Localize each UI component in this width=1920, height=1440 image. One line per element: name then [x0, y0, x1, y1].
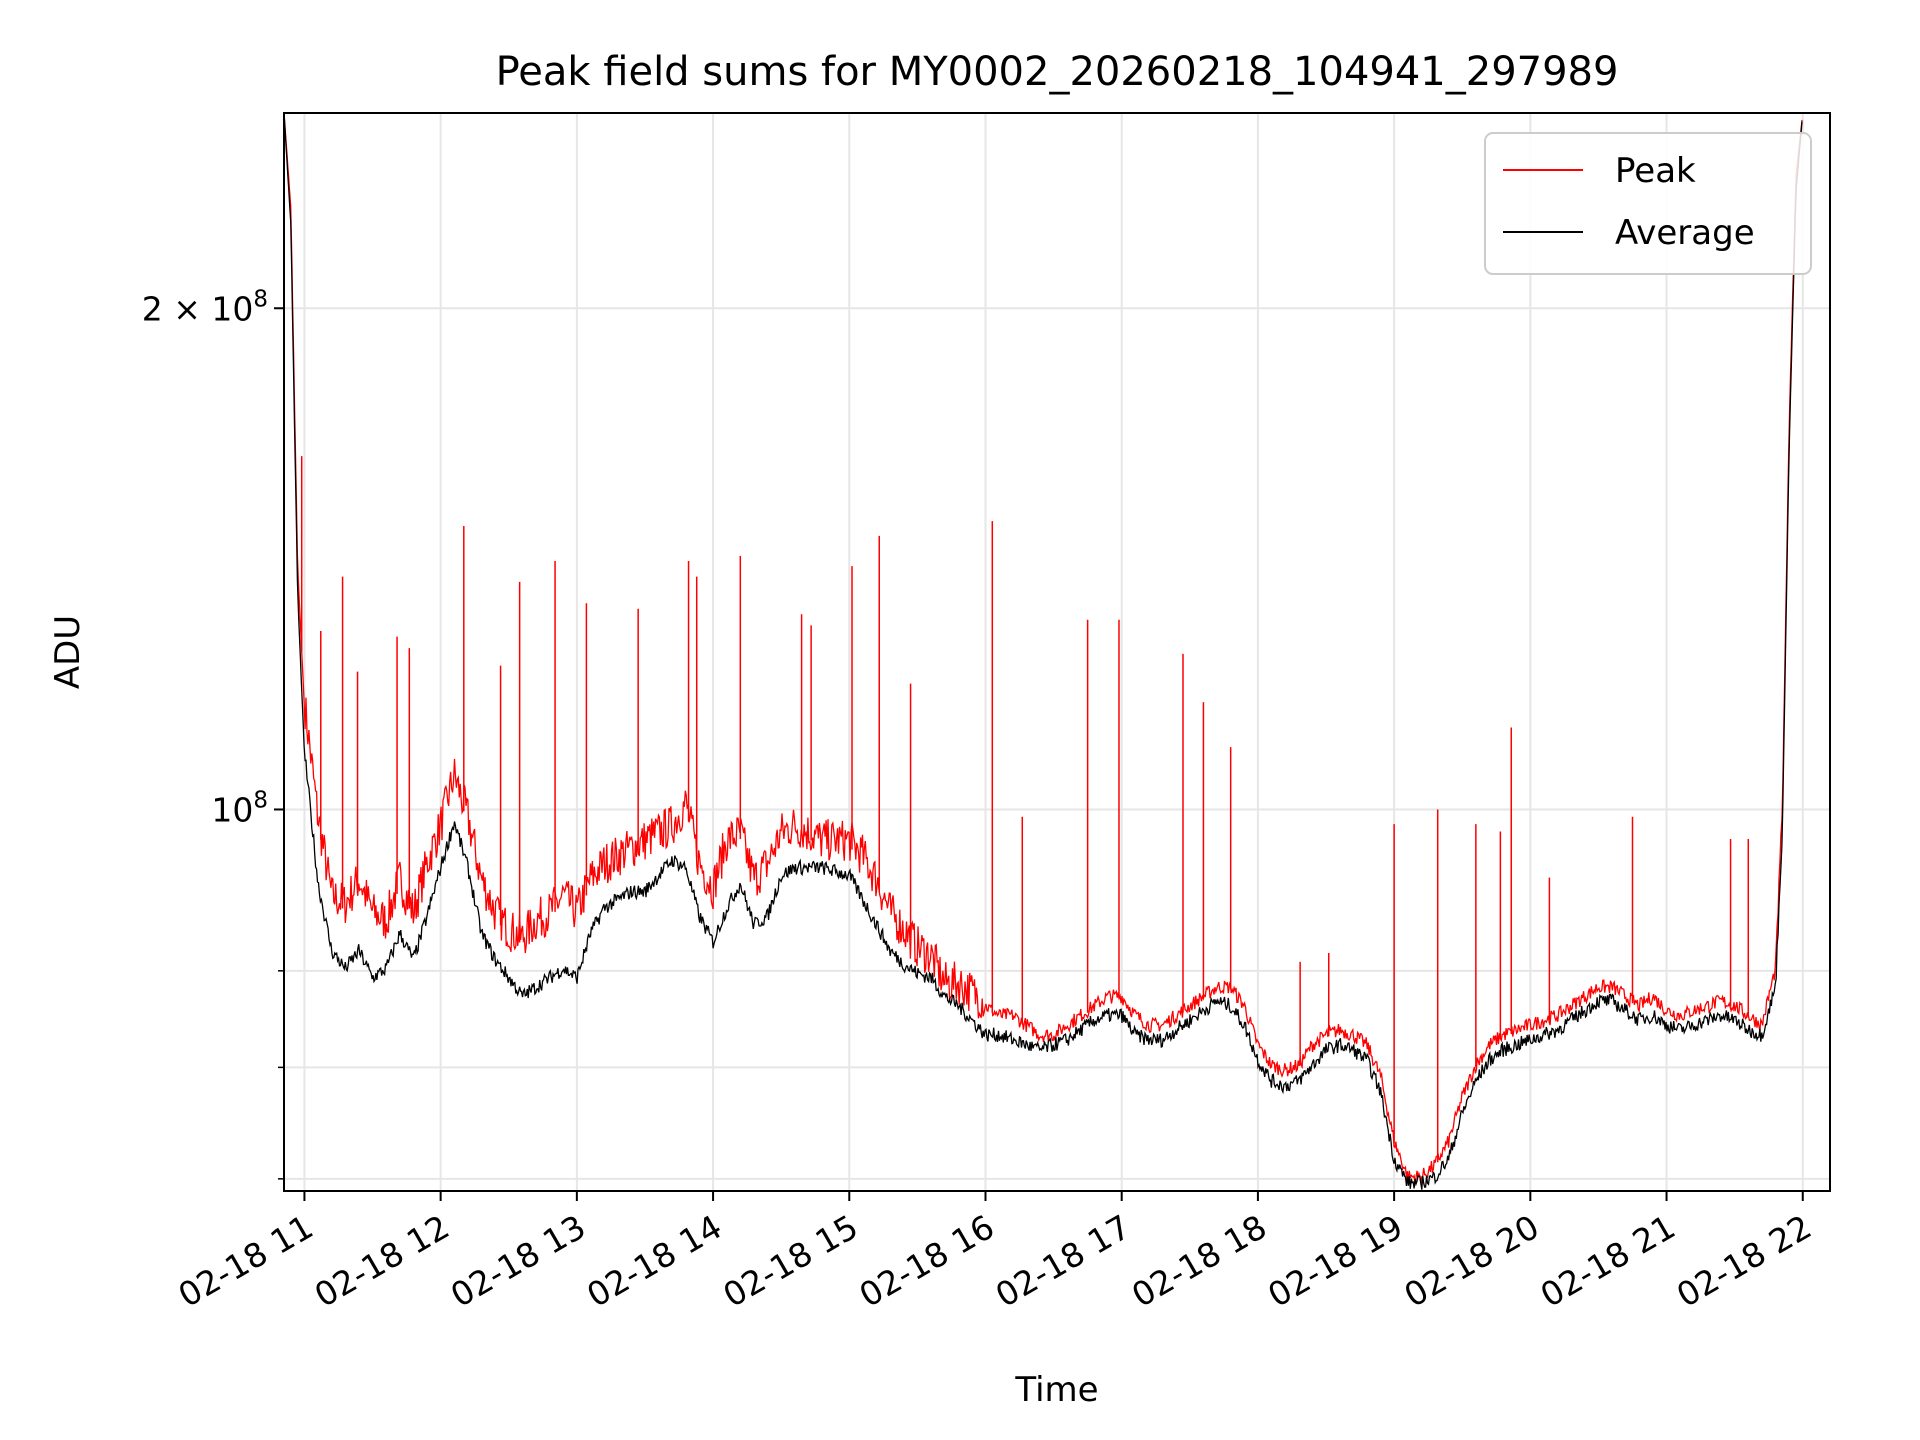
- legend-average-label: Average: [1615, 213, 1755, 253]
- chart-title: Peak field sums for MY0002_20260218_1049…: [496, 49, 1619, 95]
- legend-box: [1484, 132, 1812, 275]
- peak-series-line: [284, 113, 1803, 1184]
- series-layer: [284, 113, 1803, 1190]
- y-axis-label: ADU: [48, 615, 88, 689]
- plot-frame: [283, 112, 1831, 1192]
- x-axis-label: Time: [1014, 1370, 1098, 1410]
- legend-peak-label: Peak: [1615, 151, 1696, 191]
- y-tick-label: 108: [211, 787, 268, 829]
- average-series-line: [284, 113, 1803, 1190]
- y-tick-label: 2 × 108: [142, 286, 268, 328]
- grid: [284, 113, 1830, 1191]
- legend: Peak Average: [1484, 132, 1812, 275]
